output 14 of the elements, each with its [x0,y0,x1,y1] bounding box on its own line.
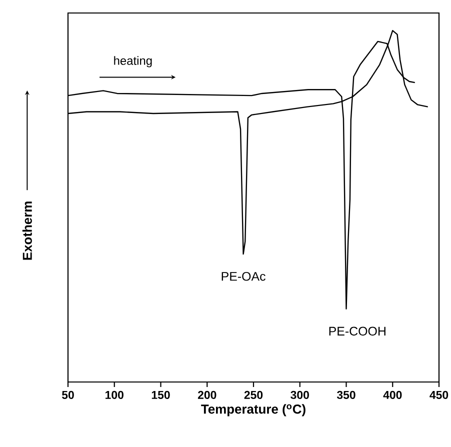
x-tick-label: 400 [383,390,402,399]
x-tick-label: 200 [198,390,216,399]
x-tick-label: 250 [244,390,263,399]
series-label: PE-OAc [222,272,266,281]
x-tick-label: 450 [430,390,448,399]
x-tick-label: 100 [106,390,124,399]
x-tick-label: 150 [152,390,170,399]
y-axis-title: Exotherm [22,202,32,260]
x-axis-title: Temperature ($^{o}$C) [201,404,306,416]
x-tick-label: 350 [336,390,356,399]
x-tick-label: 50 [62,390,74,399]
series-label: PE-COOH [329,326,386,336]
x-tick-label: 300 [290,390,309,399]
annotation: heating [114,56,152,68]
